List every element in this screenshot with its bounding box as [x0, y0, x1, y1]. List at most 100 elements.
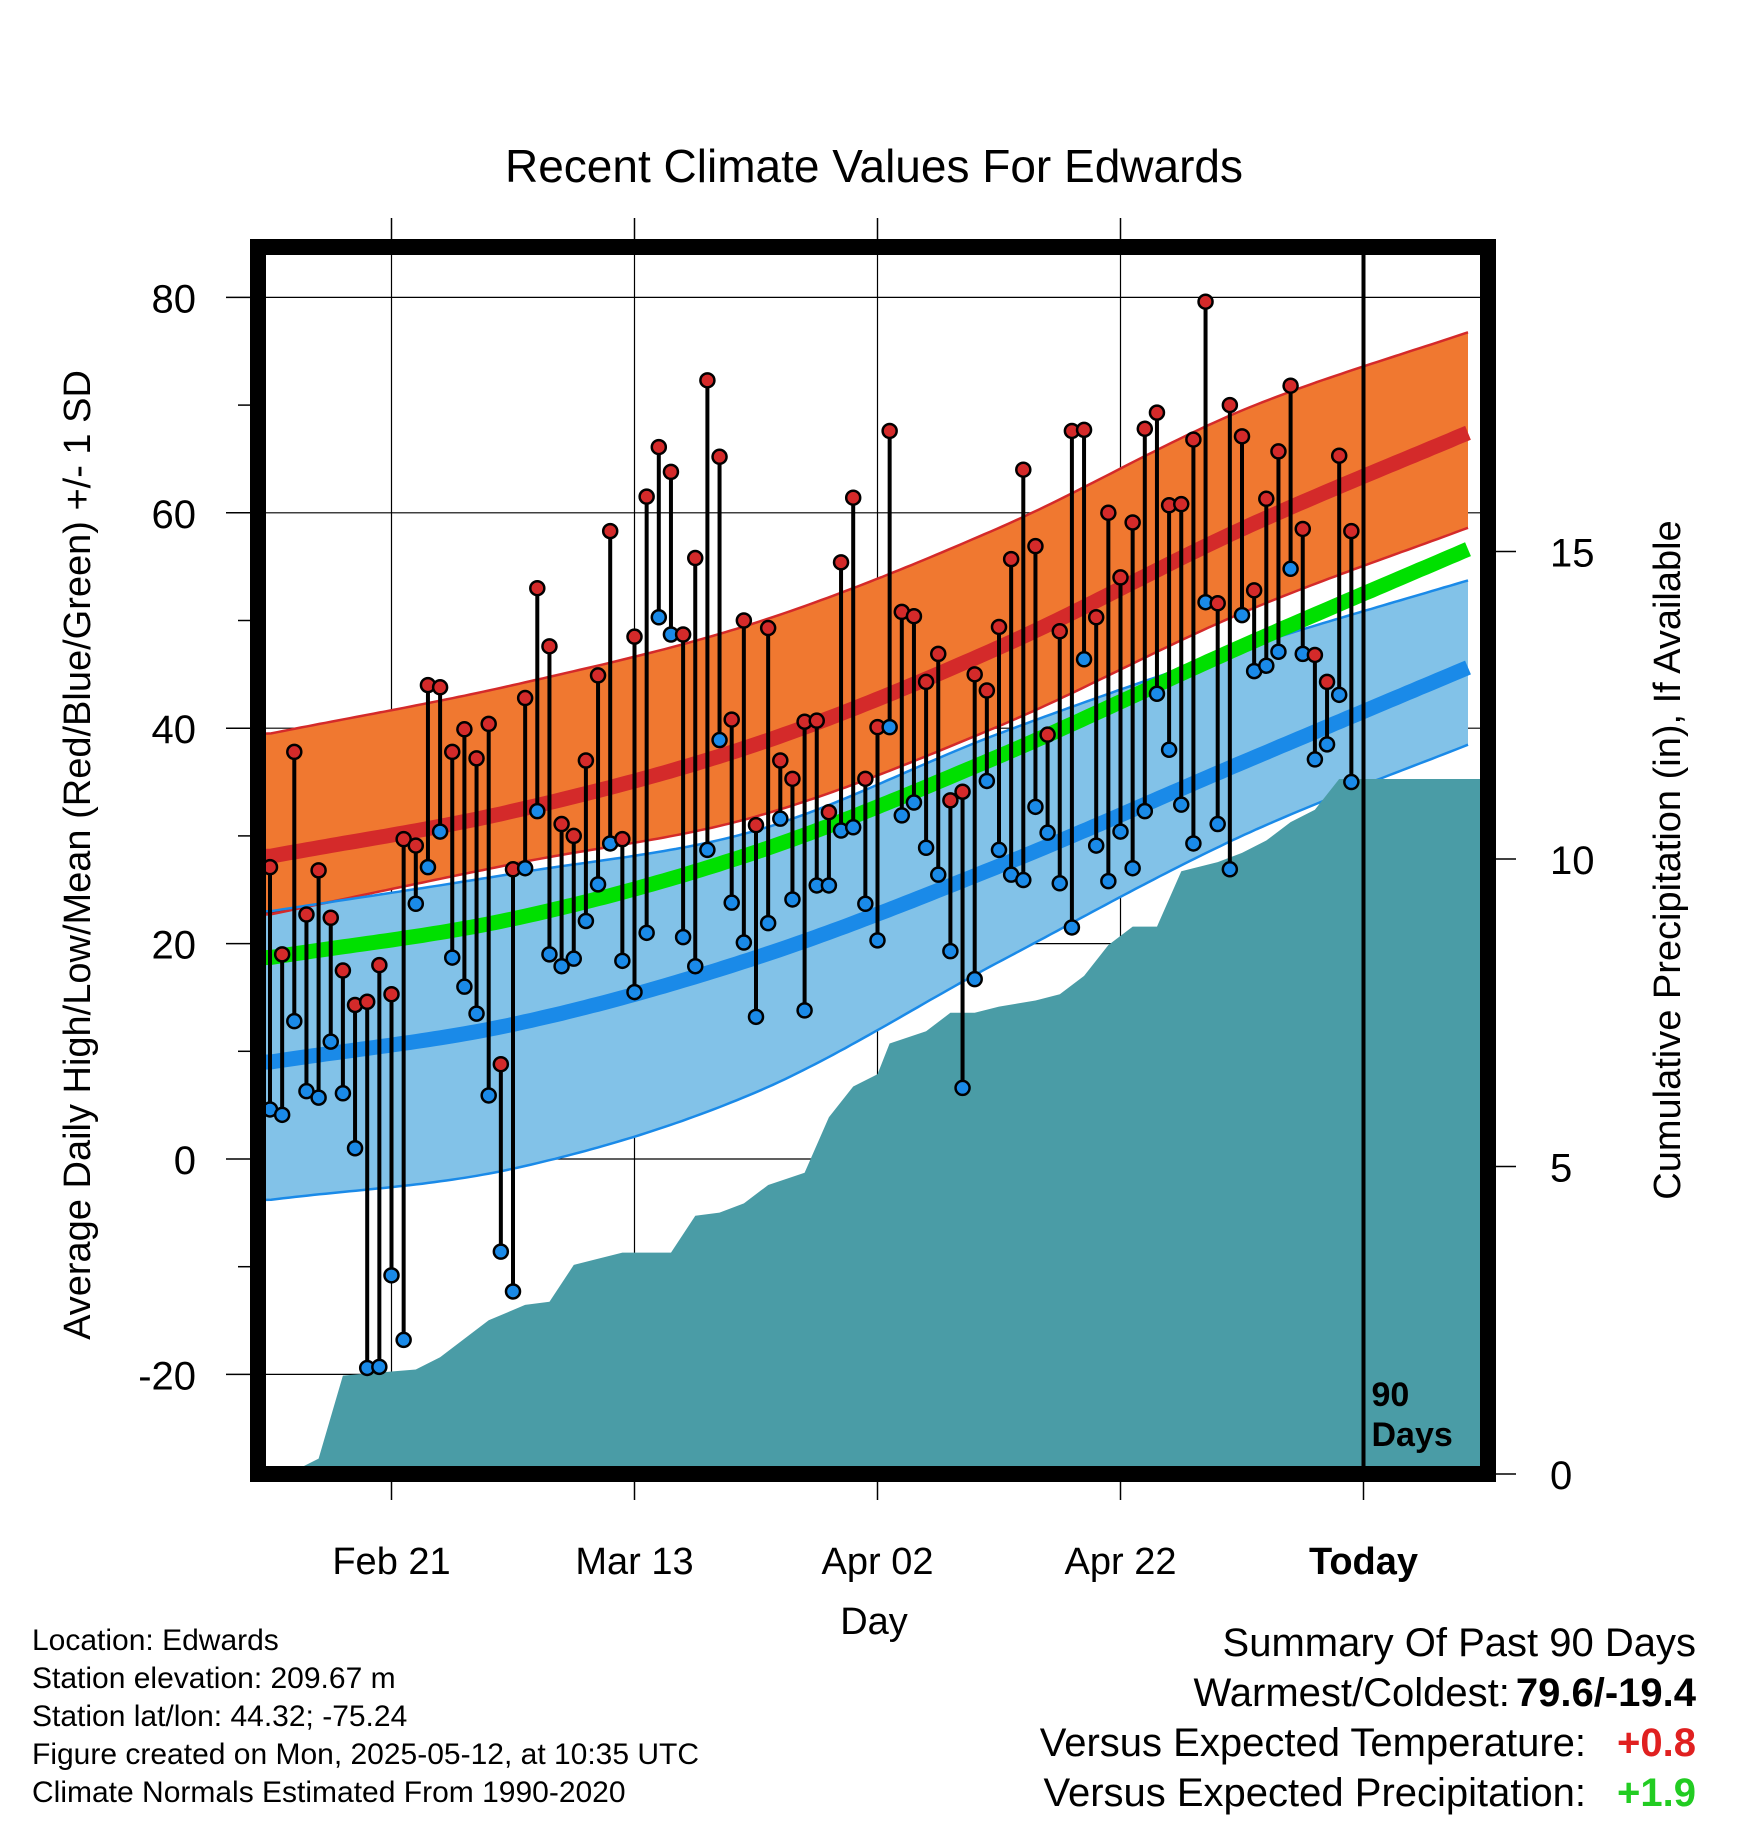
daily-low-point — [577, 912, 595, 930]
daily-high-point — [723, 711, 740, 728]
daily-high-point — [1015, 461, 1032, 478]
elevation-text: Station elevation: 209.67 m — [32, 1662, 396, 1695]
daily-high-point — [711, 448, 728, 466]
daily-low-point — [881, 718, 898, 736]
daily-high-point — [857, 770, 874, 788]
daily-low-point — [614, 952, 631, 970]
daily-high-point — [1258, 490, 1275, 508]
bottom-axis: Feb 21 Mar 13 Apr 02 Apr 22 Today — [332, 218, 1418, 1583]
daily-high-point — [395, 830, 412, 848]
daily-high-point — [358, 993, 376, 1011]
daily-low-point — [1306, 751, 1324, 768]
daily-high-point — [626, 628, 643, 645]
daily-high-point — [334, 962, 352, 979]
right-axis: 0 5 10 15 — [1496, 532, 1595, 1498]
daily-low-point — [1258, 657, 1275, 674]
daily-low-point — [1136, 802, 1154, 820]
daily-low-point — [1173, 796, 1190, 813]
daily-high-point — [431, 679, 449, 696]
bottom-axis-title: Day — [840, 1601, 908, 1643]
left-axis-tick-label: 60 — [152, 493, 197, 537]
daily-high-point — [699, 372, 716, 389]
summary-panel: Summary Of Past 90 Days Warmest/Coldest:… — [1040, 1618, 1696, 1818]
daily-low-point — [419, 858, 437, 876]
daily-low-point — [431, 823, 449, 840]
left-axis: -20 0 20 40 60 80 — [138, 277, 250, 1398]
daily-low-point — [1185, 835, 1202, 852]
daily-low-point — [638, 924, 655, 942]
daily-low-point — [334, 1085, 352, 1102]
daily-high-point — [1173, 495, 1190, 513]
daily-high-point — [1270, 443, 1287, 460]
daily-high-point — [371, 956, 388, 974]
daily-obs — [261, 293, 1360, 1377]
bottom-axis-tick-label: Apr 22 — [1065, 1541, 1177, 1583]
bottom-axis-tick-label: Mar 13 — [575, 1541, 693, 1583]
daily-high-point — [687, 549, 704, 567]
daily-low-point — [1051, 875, 1068, 892]
daily-high-point — [881, 422, 898, 440]
daily-high-point — [1233, 428, 1251, 445]
daily-high-point — [808, 712, 825, 729]
daily-low-point — [1027, 798, 1044, 816]
daily-low-point — [322, 1033, 339, 1050]
daily-low-point — [772, 810, 789, 827]
daily-low-point — [942, 942, 959, 960]
daily-high-point — [456, 721, 473, 738]
location-text: Location: Edwards — [32, 1624, 279, 1657]
warm-cold-label: Warmest/Coldest: — [1193, 1671, 1510, 1715]
daily-high-point — [492, 1055, 510, 1073]
daily-low-point — [1039, 824, 1056, 841]
daily-low-point — [966, 970, 983, 988]
daily-low-point — [1209, 815, 1226, 833]
daily-low-point — [565, 950, 582, 967]
daily-low-point — [1148, 685, 1166, 702]
daily-low-point — [1087, 837, 1105, 854]
latlon-text: Station lat/lon: 44.32; -75.24 — [32, 1700, 408, 1733]
daily-low-point — [1343, 773, 1360, 791]
chart-title: Recent Climate Values For Edwards — [505, 140, 1243, 192]
daily-high-point — [589, 667, 607, 684]
left-axis-title: Average Daily High/Low/Mean (Red/Blue/Gr… — [57, 370, 99, 1340]
daily-low-point — [784, 891, 801, 908]
precip-area — [270, 779, 1488, 1474]
daily-high-point — [1294, 520, 1311, 538]
station-info: Location: Edwards Station elevation: 209… — [32, 1622, 699, 1812]
daily-low-point — [1318, 736, 1336, 753]
right-axis-tick-label: 0 — [1550, 1454, 1572, 1498]
daily-high-point — [1112, 569, 1129, 586]
daily-low-point — [1100, 872, 1117, 890]
left-axis-tick-label: 0 — [174, 1139, 196, 1183]
daily-low-point — [954, 1079, 971, 1097]
daily-low-point — [407, 895, 425, 913]
precip-anomaly-label: Versus Expected Precipitation: — [1043, 1771, 1586, 1815]
daily-high-point — [565, 827, 582, 845]
daily-low-point — [626, 983, 643, 1001]
daily-high-point — [759, 619, 777, 637]
daily-low-point — [1112, 823, 1129, 840]
daily-high-point — [820, 803, 838, 821]
daily-low-point — [480, 1087, 497, 1104]
daily-high-point — [1075, 421, 1093, 439]
daily-low-point — [1015, 871, 1032, 889]
daily-high-point — [1100, 504, 1117, 522]
left-axis-tick-label: 20 — [152, 924, 197, 968]
bottom-axis-tick-label: Feb 21 — [332, 1541, 450, 1583]
daily-low-point — [504, 1283, 522, 1300]
daily-low-point — [1160, 741, 1178, 758]
high-sd-upper-line — [259, 331, 1469, 735]
summary-title: Summary Of Past 90 Days — [1222, 1621, 1696, 1665]
daily-high-point — [407, 837, 425, 854]
created-text: Figure created on Mon, 2025-05-12, at 10… — [32, 1738, 700, 1771]
daily-high-point — [1221, 396, 1239, 414]
daily-low-point — [699, 841, 716, 859]
daily-low-point — [747, 1008, 765, 1026]
daily-low-point — [492, 1243, 510, 1260]
daily-low-point — [1221, 861, 1239, 878]
daily-low-point — [1124, 859, 1141, 877]
daily-low-point — [990, 841, 1008, 859]
daily-high-point — [1124, 514, 1141, 531]
daily-low-point — [1233, 606, 1251, 624]
normals-text: Climate Normals Estimated From 1990-2020 — [32, 1776, 626, 1809]
daily-high-point — [516, 689, 534, 707]
